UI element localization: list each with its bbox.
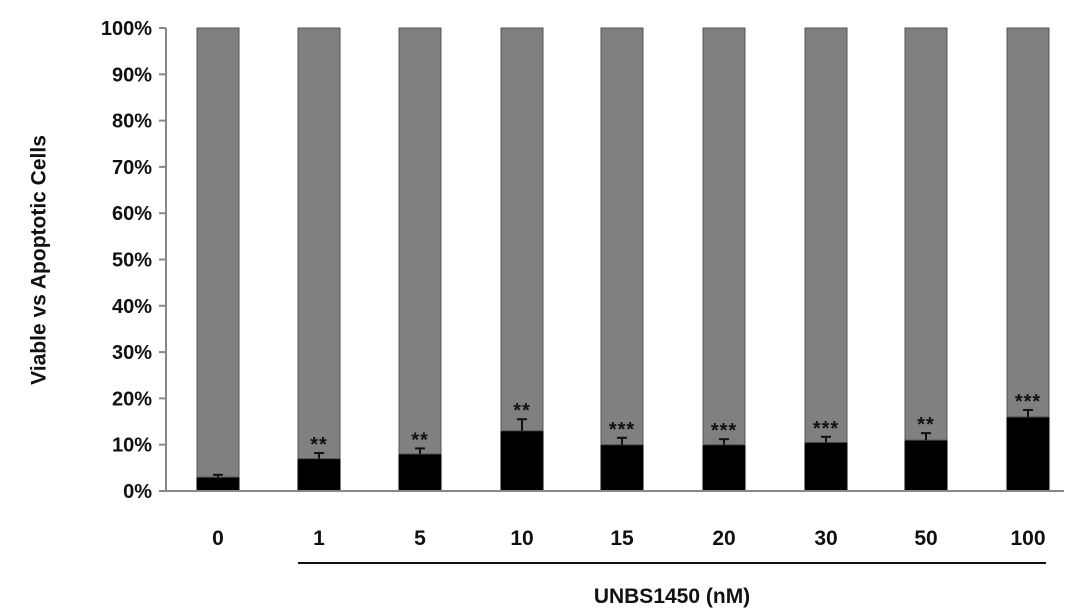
y-axis-ticks: 0% 10% 20% 30% 40% 50% 60% 70% 80% 90% 100% [101,18,166,503]
y-tick-label: 10% [112,435,152,457]
y-tick-label: 30% [112,342,152,364]
significance-marker-50: ** [917,414,935,436]
y-tick-label: 100% [101,18,152,40]
x-tick-label: 10 [510,527,533,550]
y-tick-label: 20% [112,388,152,410]
viable-bar-100 [1006,27,1050,418]
y-axis-title: Viable vs Apoptotic Cells [28,135,51,385]
error-bar-100 [1023,408,1033,417]
x-tick-label: 50 [914,527,937,550]
error-bar-15 [617,436,627,445]
error-bar-30 [821,435,831,443]
x-tick-label: 1 [313,527,325,550]
error-bar-1 [314,452,324,459]
apoptotic-bar-5 [398,453,442,492]
error-bar-10 [517,418,527,431]
apoptotic-bar-0 [196,476,240,492]
x-axis-labels: 0 1 5 10 15 20 30 50 100 [212,527,1045,550]
viable-bar-20 [702,27,746,446]
significance-marker-15: *** [609,419,635,441]
apoptotic-bar-15 [600,444,644,492]
apoptotic-bar-1 [297,458,341,492]
significance-marker-5: ** [411,429,429,451]
x-tick-label: 5 [414,527,426,550]
y-tick-label: 80% [112,111,152,133]
viable-bar-30 [804,27,848,443]
x-tick-label: 0 [212,527,224,550]
x-tick-label: 100 [1010,527,1045,550]
viable-bar-1 [297,27,341,460]
apoptotic-bar-10 [500,430,544,492]
significance-marker-100: *** [1015,391,1041,413]
viable-bar-10 [500,27,544,432]
y-tick-label: 60% [112,203,152,225]
error-bar-50 [921,432,931,441]
significance-marker-1: ** [310,434,328,456]
y-tick-label: 40% [112,296,152,318]
error-bar-5 [415,447,425,454]
apoptotic-bar-100 [1006,416,1050,492]
y-tick-label: 50% [112,250,152,272]
viable-bar-5 [398,27,442,455]
viable-bar-15 [600,27,644,446]
significance-marker-20: *** [711,420,737,442]
x-tick-label: 30 [814,527,837,550]
x-tick-label: 15 [610,527,634,550]
y-tick-label: 90% [112,64,152,86]
significance-layer: ** ******* *** *** ***** [310,391,1041,456]
apoptotic-bar-20 [702,444,746,492]
significance-marker-30: *** [813,418,839,440]
apoptotic-bar-30 [804,441,848,492]
error-bar-0 [213,473,223,478]
significance-marker-10: ** [513,400,531,422]
y-tick-label: 70% [112,157,152,179]
error-bar-20 [719,438,729,445]
bars-layer [196,27,1050,492]
viable-bar-50 [904,27,948,441]
error-bars-layer [213,408,1033,478]
y-tick-label: 0% [123,481,152,503]
viable-bar-0 [196,27,240,478]
treatment-group-label: UNBS1450 (nM) [594,585,750,608]
apoptotic-bar-50 [904,439,948,492]
x-tick-label: 20 [712,527,735,550]
